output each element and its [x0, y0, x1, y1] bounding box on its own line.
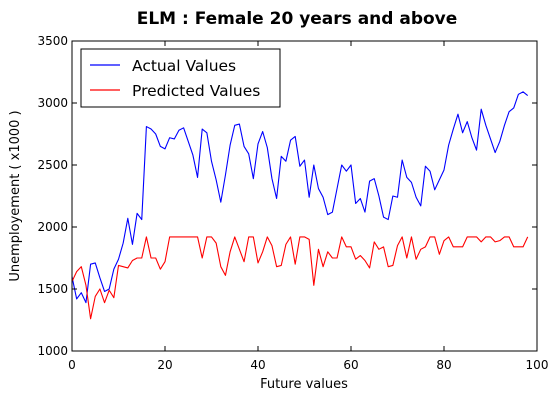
series-line-actual-values [71, 91, 529, 304]
y-tick-label: 3000 [37, 96, 68, 110]
x-tick-label: 0 [68, 358, 76, 372]
chart-title: ELM : Female 20 years and above [137, 9, 458, 29]
y-tick-label: 2500 [37, 158, 68, 172]
legend-box [80, 48, 281, 108]
x-tick-label: 80 [436, 358, 451, 372]
x-axis-label: Future values [260, 377, 348, 392]
y-axis-label: Unemployement ( x1000 ) [8, 110, 23, 281]
series-layer [71, 91, 529, 320]
y-tick-label: 1500 [37, 282, 68, 296]
legend-label-actual: Actual Values [132, 57, 236, 75]
x-tick-label: 40 [250, 358, 265, 372]
y-tick-label: 3500 [37, 34, 68, 48]
x-tick-label: 100 [526, 358, 549, 372]
x-tick-label: 20 [157, 358, 172, 372]
y-tick-label: 1000 [37, 344, 68, 358]
y-tick-label: 2000 [37, 220, 68, 234]
legend-label-predicted: Predicted Values [132, 82, 260, 100]
ticks-layer: 0 20 40 60 80 100 1000 1500 2000 2500 3000 3500 [37, 34, 548, 372]
legend: Actual Values Predicted Values [80, 48, 281, 108]
x-tick-label: 60 [343, 358, 358, 372]
series-line-predicted-values [71, 236, 529, 320]
plot-frame [71, 40, 538, 352]
